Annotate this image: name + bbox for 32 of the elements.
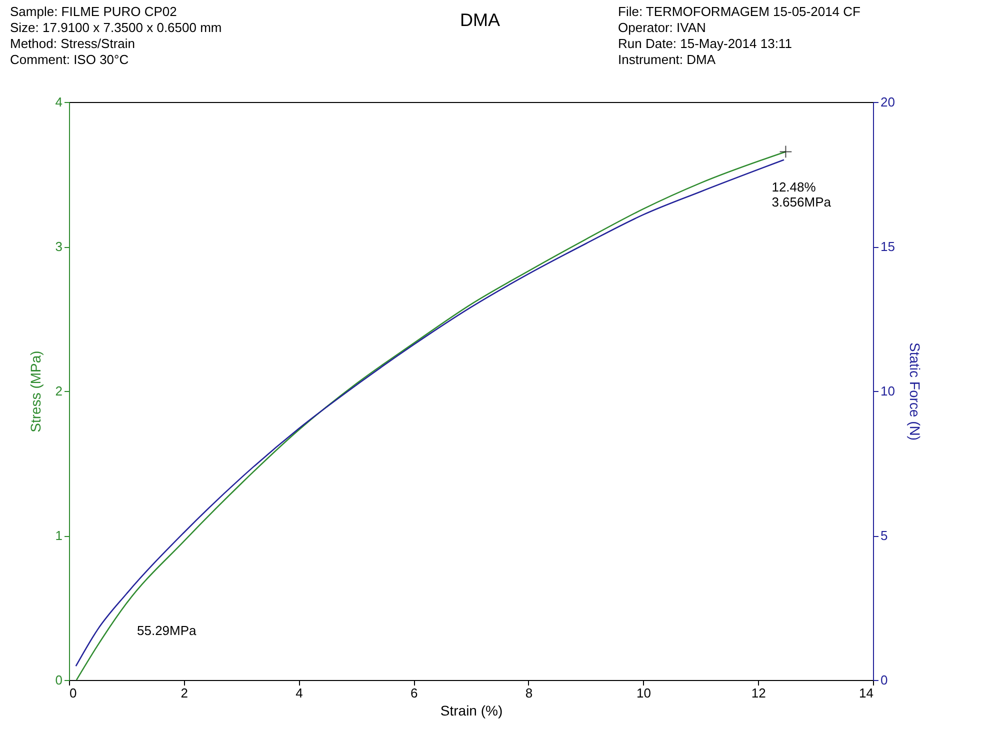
y-tick-label: 3 xyxy=(55,239,62,254)
y2-tick-label: 20 xyxy=(880,94,895,110)
y-tick-label: 1 xyxy=(55,528,62,543)
text: Size: 17.9100 x 7.3500 x 0.6500 mm xyxy=(10,20,222,36)
y2-axis-title: Static Force (N) xyxy=(906,342,923,441)
x-tick-label: 4 xyxy=(296,686,303,700)
x-tick-label: 0 xyxy=(70,686,77,700)
y-tick-label: 4 xyxy=(55,94,62,110)
x-tick-label: 8 xyxy=(525,686,533,700)
text: Sample: FILME PURO CP02 xyxy=(10,4,178,20)
annotation: 55.29MPa xyxy=(137,623,198,638)
x-axis-title: Strain (%) xyxy=(440,702,503,718)
y2-tick-label: 0 xyxy=(880,672,888,688)
chart-title: DMA xyxy=(460,10,500,30)
y2-tick-label: 10 xyxy=(880,384,895,398)
annotation: 12.48% 3.656MPa xyxy=(772,180,832,210)
x-tick-label: 12 xyxy=(751,686,766,700)
x-tick-label: 14 xyxy=(859,686,874,700)
y-axis-title: Stress (MPa) xyxy=(27,350,44,432)
y-tick-label: 0 xyxy=(55,672,62,688)
text: Operator: IVAN xyxy=(618,20,707,36)
x-tick-label: 10 xyxy=(636,686,652,700)
text: Comment: ISO 30°C xyxy=(10,52,130,68)
x-tick-label: 2 xyxy=(180,686,188,700)
y2-tick-label: 15 xyxy=(880,239,895,254)
text: Instrument: DMA xyxy=(618,52,717,68)
y-tick-label: 2 xyxy=(55,384,62,398)
x-tick-label: 6 xyxy=(410,686,418,700)
text: Run Date: 15-May-2014 13:11 xyxy=(618,36,793,52)
text: Method: Stress/Strain xyxy=(10,36,136,52)
text: File: TERMOFORMAGEM 15-05-2014 CF xyxy=(618,4,860,20)
y2-tick-label: 5 xyxy=(880,528,888,543)
